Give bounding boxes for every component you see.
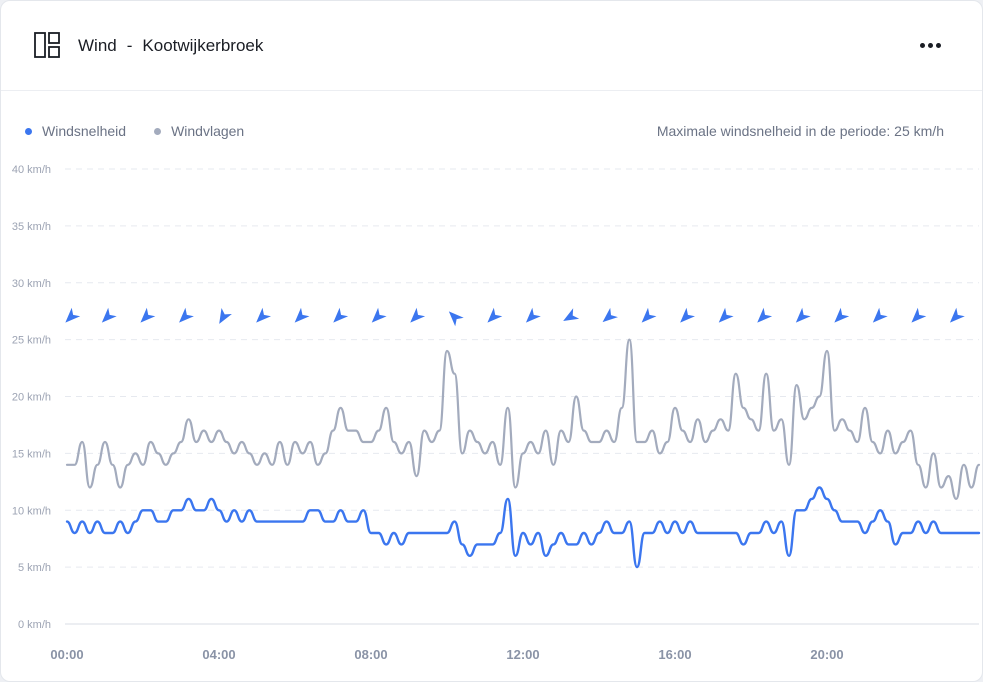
wind-direction-arrow-icon: [179, 307, 194, 323]
legend-dot-gust: [154, 127, 162, 135]
wind-direction-arrow-icon: [294, 307, 310, 323]
wind-direction-arrow-icon: [487, 307, 503, 323]
wind-direction-arrow-icon: [448, 311, 464, 327]
wind-chart: 0 km/h 5 km/h 10 km/h 15 km/h 20 km/h 25 km/h…: [12, 164, 981, 662]
legend-dot-speed: [25, 127, 32, 135]
legend-label-gust: Windvlagen: [171, 123, 245, 139]
wind-direction-arrow-icon: [680, 307, 695, 323]
series-line-windvlagen: [65, 338, 981, 500]
wind-direction-arrow-icon: [410, 307, 426, 323]
max-wind-speed-text: Maximale windsnelheid in de periode: 25 …: [656, 123, 944, 139]
wind-direction-arrow-icon: [949, 307, 965, 323]
wind-direction-arrow-icon: [256, 307, 271, 323]
y-tick-label: 25 km/h: [12, 335, 51, 347]
widget-title: Wind - Kootwijkerbroek: [78, 36, 263, 56]
widget-header: Wind - Kootwijkerbroek: [1, 1, 982, 91]
more-dot-icon: [927, 42, 933, 48]
wind-direction-arrow-icon: [872, 307, 888, 323]
y-tick-label: 20 km/h: [12, 392, 51, 404]
x-tick-label: 16:00: [658, 647, 691, 662]
x-tick-label: 20:00: [810, 647, 843, 662]
y-tick-label: 10 km/h: [12, 505, 51, 517]
y-tick-label: 5 km/h: [18, 562, 51, 574]
title-text: Wind: [78, 36, 117, 55]
y-tick-label: 30 km/h: [12, 278, 51, 290]
x-tick-label: 00:00: [50, 647, 83, 662]
wind-direction-arrow-icon: [140, 307, 156, 323]
wind-direction-arrow-icon: [911, 307, 927, 323]
legend-item-windvlagen[interactable]: Windvlagen: [154, 123, 244, 139]
legend-item-windsnelheid[interactable]: Windsnelheid: [25, 123, 126, 139]
y-tick-label: 15 km/h: [12, 448, 51, 460]
chart-legend: Windsnelheid Windvlagen: [25, 123, 244, 139]
legend-label-speed: Windsnelheid: [42, 123, 127, 139]
more-dot-icon: [919, 42, 925, 48]
wind-direction-arrow-icon: [371, 307, 387, 323]
wind-direction-arrow-icon: [757, 307, 773, 323]
wind-direction-arrow-icon: [718, 307, 734, 323]
x-tick-label: 12:00: [506, 647, 539, 662]
y-tick-label: 0 km/h: [18, 619, 51, 631]
wind-direction-arrow-icon: [101, 307, 117, 323]
y-tick-label: 35 km/h: [12, 221, 51, 233]
wind-direction-arrow-icon: [563, 308, 580, 321]
wind-direction-arrow-icon: [65, 307, 81, 323]
title-separator: -: [126, 36, 133, 55]
wind-direction-arrow-icon: [641, 307, 657, 323]
layout-icon: [34, 32, 60, 58]
x-tick-label: 04:00: [202, 647, 235, 662]
wind-direction-arrow-icon: [795, 307, 811, 323]
wind-direction-arrow-icon: [333, 307, 349, 323]
x-tick-label: 08:00: [354, 647, 387, 662]
wind-direction-arrow-icon: [525, 307, 541, 323]
more-options-button[interactable]: [913, 34, 947, 56]
more-dot-icon: [935, 42, 941, 48]
wind-direction-arrow-icon: [602, 307, 618, 323]
wind-direction-arrow-icon: [834, 307, 850, 323]
series-line-windsnelheid: [65, 486, 981, 569]
location-name: Kootwijkerbroek: [142, 36, 264, 55]
wind-direction-arrow-icon: [219, 307, 232, 324]
y-tick-label: 40 km/h: [12, 164, 51, 176]
